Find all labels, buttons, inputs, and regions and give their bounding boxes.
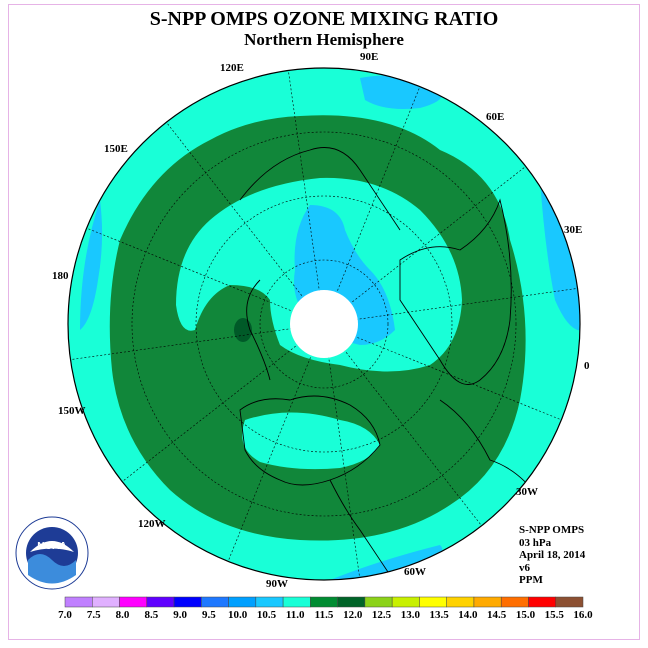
colorbar-swatch (419, 596, 447, 608)
colorbar-tick-label: 10.5 (256, 609, 277, 621)
noaa-logo: NOAA (15, 516, 89, 590)
colorbar-swatch (282, 596, 311, 608)
colorbar-tick-label: 14.0 (458, 609, 478, 621)
map-subtitle: Northern Hemisphere (244, 30, 404, 49)
map-title: S-NPP OMPS OZONE MIXING RATIO (149, 8, 499, 30)
lon-label-180: 180 (52, 270, 69, 282)
colorbar-tick-label: 8.5 (144, 609, 159, 621)
colorbar-swatch (92, 596, 120, 608)
colorbar-tick-label: 7.0 (58, 609, 72, 621)
lon-label-120e: 120E (220, 62, 244, 74)
colorbar-tick-label: 8.0 (115, 609, 130, 621)
colorbar (64, 596, 584, 608)
lon-label-120w: 120W (138, 518, 166, 530)
figure-frame (8, 4, 640, 640)
meridian-line (323, 323, 562, 421)
meridian-line (70, 323, 325, 360)
colorbar-swatch (364, 596, 393, 608)
colorbar-tick-label: 7.5 (86, 609, 101, 621)
info-date: April 18, 2014 (519, 549, 586, 561)
colorbar-swatch (446, 596, 475, 608)
lon-label-30w: 30W (516, 486, 538, 498)
latitude-circle (259, 259, 389, 389)
meridian-line (323, 323, 482, 526)
colorbar-tick-label: 9.5 (202, 609, 216, 621)
colorbar-tick-label: 15.5 (544, 609, 564, 621)
colorbar-swatch (146, 596, 175, 608)
colorbar-swatch (310, 596, 338, 608)
colorbar-tick-label: 13.0 (400, 609, 420, 621)
lon-label-30e: 30E (564, 224, 583, 236)
lon-label-60w: 60W (404, 566, 426, 578)
colorbar-tick-label: 13.5 (429, 609, 449, 621)
colorbar-swatch (228, 596, 257, 608)
meridian-line (323, 323, 360, 578)
colorbar-tick-label: 11.5 (314, 609, 334, 621)
meridian-line (122, 323, 325, 482)
meridian-line (166, 122, 325, 325)
colorbar-tick-label: 11.0 (285, 609, 305, 621)
colorbar-swatch (528, 596, 556, 608)
lon-label-150w: 150W (58, 405, 86, 417)
colorbar-tick-label: 12.5 (371, 609, 392, 621)
colorbar-swatch (337, 596, 366, 608)
lon-label-90e: 90E (360, 51, 379, 63)
colorbar-swatch (555, 596, 584, 608)
lon-label-150e: 150E (104, 143, 128, 155)
north-america-cyan-tongue (242, 412, 380, 470)
colorbar-tick-label: 9.0 (173, 609, 187, 621)
colorbar-swatch (201, 596, 229, 608)
dark-green-maximum (234, 318, 252, 342)
info-version: v6 (519, 561, 530, 574)
latitude-circle (195, 195, 453, 453)
info-block: S-NPP OMPS 03 hPa April 18, 2014 v6 PPM (519, 524, 585, 587)
info-instrument: S-NPP OMPS (519, 524, 585, 536)
info-units: PPM (519, 574, 543, 586)
noaa-logo-text: NOAA (37, 541, 66, 552)
lon-label-90w: 90W (266, 578, 288, 590)
lon-label-60e: 60E (486, 111, 505, 123)
colorbar-tick-label: 16.0 (573, 609, 593, 621)
colorbar-swatch (64, 596, 93, 608)
meridian-line (288, 70, 325, 325)
info-pressure: 03 hPa (519, 536, 552, 549)
polar-data-gap (290, 290, 358, 358)
colorbar-tick-label: 15.0 (515, 609, 536, 621)
light-blue-region-west (80, 200, 103, 330)
latitude-circle (131, 131, 517, 517)
colorbar-swatch (255, 596, 284, 608)
colorbar-tick-label: 14.5 (487, 609, 507, 621)
meridian-line (323, 288, 578, 325)
meridian-line (323, 166, 526, 325)
colorbar-tick-label: 10.0 (228, 609, 248, 621)
map-boundary (67, 67, 581, 581)
meridian-line (86, 227, 325, 325)
colorbar-swatch (119, 596, 148, 608)
colorbar-swatch (500, 596, 529, 608)
light-blue-region-east (540, 180, 580, 331)
colorbar-swatch (391, 596, 420, 608)
lon-label-0: 0 (584, 360, 590, 372)
colorbar-swatch (173, 596, 202, 608)
meridian-line (227, 323, 325, 562)
colorbar-swatch (473, 596, 502, 608)
meridian-line (323, 86, 421, 325)
graticule (70, 70, 578, 578)
colorbar-tick-label: 12.0 (343, 609, 363, 621)
